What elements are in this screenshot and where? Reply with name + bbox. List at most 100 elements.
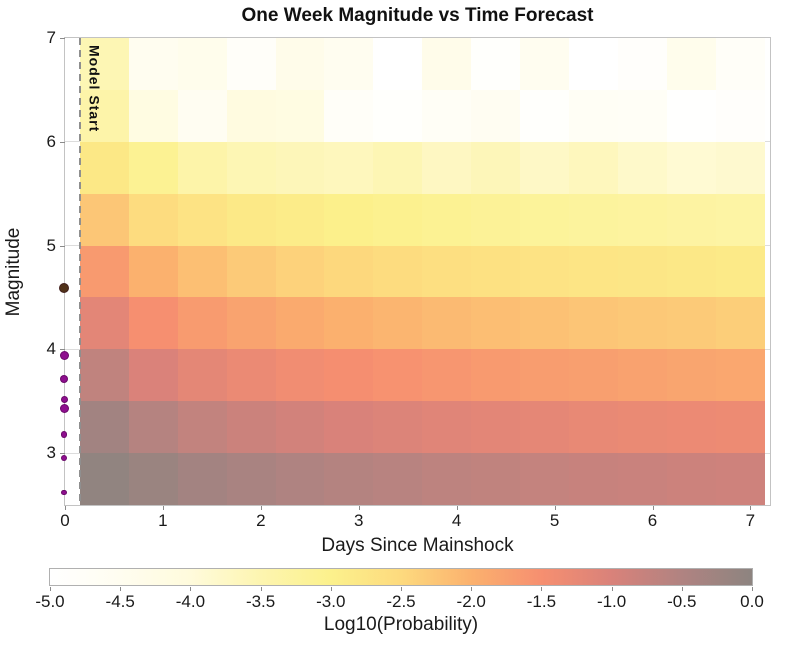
- heatmap-cell: [667, 349, 717, 402]
- colorbar-tick-mark: [471, 587, 473, 591]
- heatmap-cell: [79, 141, 129, 194]
- heatmap-cell: [275, 245, 325, 298]
- heatmap-cell: [226, 349, 276, 402]
- heatmap-cell: [618, 453, 668, 505]
- heatmap-cell: [275, 89, 325, 142]
- heatmap-cell: [128, 349, 178, 402]
- heatmap-cell: [667, 453, 717, 505]
- colorbar-tick-label: -1.5: [526, 592, 557, 611]
- heatmap-cell: [373, 89, 423, 142]
- heatmap-cell: [471, 401, 521, 454]
- heatmap-cell: [275, 141, 325, 194]
- heatmap-cell: [226, 38, 276, 90]
- heatmap-cell: [128, 453, 178, 505]
- heatmap-cell: [569, 245, 619, 298]
- y-tick-mark: [60, 245, 65, 247]
- x-tick-label: 7: [745, 511, 756, 530]
- heatmap-cell: [373, 349, 423, 402]
- heatmap-cell: [471, 193, 521, 246]
- x-tick-label: 5: [549, 511, 560, 530]
- colorbar-tick-mark: [401, 587, 402, 591]
- colorbar-tick-mark: [541, 587, 543, 591]
- heatmap-cell: [226, 245, 276, 298]
- heatmap-cell: [79, 349, 129, 402]
- heatmap-cell: [226, 453, 276, 505]
- heatmap-cell: [373, 141, 423, 194]
- model-start-line: [78, 38, 81, 505]
- heatmap-cell: [79, 38, 129, 90]
- colorbar-tick-mark: [260, 587, 262, 591]
- heatmap-cell: [569, 141, 619, 194]
- heatmap-cell: [128, 141, 178, 194]
- heatmap-cell: [471, 38, 521, 90]
- heatmap-cell: [128, 401, 178, 454]
- heatmap-cell: [324, 245, 374, 298]
- heatmap-cell: [422, 297, 472, 350]
- heatmap-cell: [569, 349, 619, 402]
- heatmap-cell: [422, 89, 472, 142]
- observed-event-dot: [59, 283, 69, 294]
- heatmap-cell: [618, 141, 668, 194]
- heatmap-cell: [618, 245, 668, 298]
- heatmap-cell: [226, 141, 276, 194]
- colorbar-tick-label: 0.0: [740, 592, 764, 611]
- observed-event-dot: [60, 375, 68, 384]
- heatmap-cell: [177, 38, 227, 90]
- heatmap-cell: [667, 89, 717, 142]
- y-tick-mark: [60, 349, 65, 351]
- heatmap-cell: [716, 141, 766, 194]
- heatmap-cell: [373, 453, 423, 505]
- y-tick-label: 3: [46, 443, 56, 463]
- heatmap-cell: [716, 89, 766, 142]
- colorbar-tick-label: -4.5: [105, 592, 135, 611]
- heatmap-cell: [128, 193, 178, 246]
- colorbar-tick-label: -4.0: [175, 592, 206, 611]
- observed-event-dot: [60, 431, 68, 438]
- colorbar-tick-label: -1.0: [596, 592, 627, 611]
- heatmap-cell: [79, 401, 129, 454]
- x-tick-mark: [358, 506, 360, 510]
- observed-event-dot: [59, 351, 69, 361]
- heatmap-cell: [177, 401, 227, 454]
- heatmap-cell: [128, 297, 178, 350]
- x-tick-label: 6: [647, 511, 658, 530]
- heatmap-cell: [177, 453, 227, 505]
- heatmap-cell: [618, 401, 668, 454]
- heatmap-cell: [569, 297, 619, 350]
- heatmap-cell: [324, 38, 374, 90]
- heatmap-cell: [373, 297, 423, 350]
- heatmap-cell: [177, 193, 227, 246]
- heatmap-cell: [79, 89, 129, 142]
- heatmap-cell: [520, 349, 570, 402]
- heatmap-cell: [324, 141, 374, 194]
- heatmap-cell: [128, 89, 178, 142]
- heatmap-cell: [275, 349, 325, 402]
- heatmap-cell: [275, 453, 325, 505]
- y-tick-label: 4: [46, 339, 56, 359]
- colorbar-tick-label: -2.0: [456, 592, 486, 611]
- observed-event-dot: [61, 455, 67, 462]
- heatmap-cell: [716, 245, 766, 298]
- colorbar-tick-mark: [50, 587, 51, 591]
- heatmap-cell: [569, 401, 619, 454]
- colorbar-tick-mark: [681, 587, 683, 591]
- heatmap-cell: [520, 38, 570, 90]
- colorbar-tick-mark: [611, 587, 613, 591]
- observed-event-dot: [61, 489, 67, 496]
- x-tick-mark: [162, 506, 164, 510]
- colorbar-tick-label: -3.5: [245, 592, 276, 611]
- heatmap-cell: [177, 141, 227, 194]
- y-tick-mark: [60, 141, 65, 143]
- heatmap-cell: [569, 193, 619, 246]
- heatmap-cell: [177, 297, 227, 350]
- x-tick-label: 4: [451, 511, 462, 530]
- heatmap-cell: [520, 245, 570, 298]
- heatmap-cell: [667, 401, 717, 454]
- heatmap-cell: [324, 349, 374, 402]
- heatmap-cell: [667, 193, 717, 246]
- y-tick-label: 7: [46, 28, 56, 47]
- observed-event-dot: [59, 403, 69, 413]
- y-tick-label: 6: [46, 131, 56, 151]
- heatmap-cell: [422, 193, 472, 246]
- x-tick-mark: [554, 506, 556, 510]
